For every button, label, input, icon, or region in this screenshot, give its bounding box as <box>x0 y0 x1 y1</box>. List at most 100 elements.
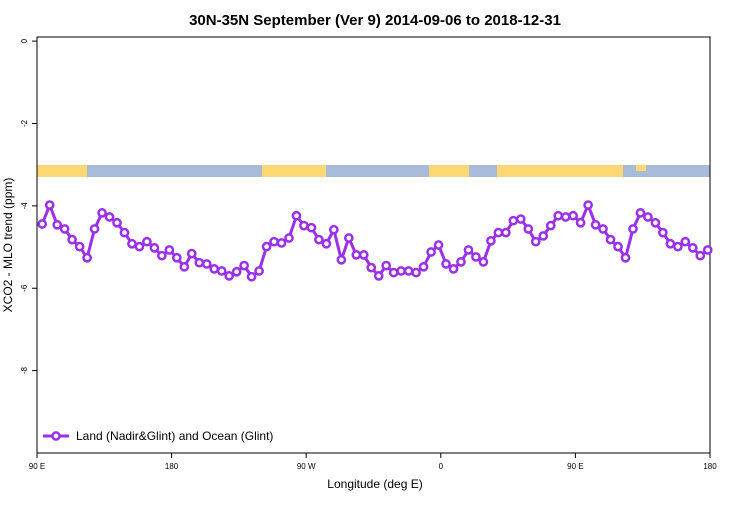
data-point <box>463 245 474 255</box>
data-point <box>343 233 354 243</box>
data-point <box>665 238 676 249</box>
data-point <box>194 257 205 268</box>
data-point <box>224 271 235 281</box>
x-tick-label: 180 <box>165 462 179 471</box>
data-point <box>418 261 429 272</box>
data-point <box>291 210 302 221</box>
data-point <box>373 271 384 281</box>
data-point <box>97 208 107 218</box>
y-tick-label: -4 <box>20 202 29 210</box>
data-point <box>396 266 407 276</box>
data-point <box>478 257 489 267</box>
data-point <box>381 260 392 271</box>
data-point <box>52 219 63 230</box>
data-point <box>433 240 444 250</box>
chart-title: 30N-35N September (Ver 9) 2014-09-06 to … <box>189 12 561 29</box>
data-point <box>142 236 152 247</box>
data-point <box>471 252 481 262</box>
legend-label: Land (Nadir&Glint) and Ocean (Glint) <box>76 429 273 443</box>
y-axis-label: XCO2 - MLO trend (ppm) <box>1 178 15 313</box>
data-point <box>321 238 332 249</box>
data-point <box>672 241 683 252</box>
data-point <box>583 200 593 210</box>
data-point <box>82 252 92 263</box>
data-point <box>284 233 294 243</box>
data-point <box>164 245 175 255</box>
data-point <box>231 266 242 277</box>
data-point <box>59 224 70 234</box>
data-point <box>179 261 190 272</box>
data-point <box>456 257 466 267</box>
data-point <box>448 264 459 274</box>
data-point <box>508 215 519 226</box>
data-point <box>358 250 369 260</box>
data-point <box>134 241 145 252</box>
y-tick-label: 0 <box>20 38 29 43</box>
data-point <box>680 236 691 247</box>
data-point <box>269 236 279 247</box>
data-point <box>306 222 317 233</box>
x-tick-label: 90 E <box>29 462 45 471</box>
data-point <box>695 250 706 261</box>
data-point <box>209 264 220 274</box>
data-point <box>441 259 451 269</box>
data-point <box>104 212 115 222</box>
data-point <box>67 234 77 245</box>
legend-marker <box>51 431 61 441</box>
data-point <box>650 217 661 228</box>
data-point <box>351 250 362 260</box>
data-point <box>171 252 182 263</box>
data-point <box>44 200 55 210</box>
data-point <box>515 214 526 224</box>
data-point <box>157 250 167 261</box>
y-tick-label: -6 <box>20 284 29 292</box>
data-point <box>314 234 324 245</box>
x-tick-label: 90 E <box>567 462 583 471</box>
land-band <box>429 165 469 177</box>
y-tick-label: -2 <box>20 119 29 127</box>
data-point <box>501 227 511 238</box>
data-point <box>74 241 85 252</box>
data-point <box>388 267 399 278</box>
data-point <box>643 212 653 222</box>
data-point <box>329 224 339 235</box>
data-point <box>530 236 541 247</box>
data-point <box>112 217 122 228</box>
data-point <box>239 260 249 271</box>
data-point <box>523 224 534 234</box>
data-point <box>149 243 160 253</box>
data-point <box>635 208 646 218</box>
data-point <box>89 224 100 234</box>
data-point <box>605 234 616 245</box>
data-point <box>216 266 227 276</box>
x-axis-label: Longitude (deg E) <box>327 477 422 491</box>
data-point <box>261 241 272 252</box>
data-point <box>575 217 586 228</box>
data-point <box>186 248 197 259</box>
x-tick-label: 180 <box>703 462 717 471</box>
data-point <box>299 220 309 231</box>
data-point <box>403 266 414 276</box>
data-point <box>119 227 130 238</box>
data-point <box>620 252 631 263</box>
plot-frame <box>36 36 711 454</box>
land-band <box>497 165 623 177</box>
data-point <box>560 212 571 222</box>
data-point <box>598 224 608 234</box>
data-point <box>276 238 287 248</box>
data-point <box>658 227 668 238</box>
data-point <box>201 259 212 269</box>
data-point <box>366 262 377 273</box>
data-point <box>254 266 264 276</box>
data-point <box>568 210 579 221</box>
y-tick-label: -8 <box>20 367 29 375</box>
data-point <box>553 210 564 221</box>
data-point <box>590 219 601 230</box>
x-tick-label: 0 <box>439 462 444 471</box>
data-point <box>336 254 347 265</box>
data-point <box>702 245 713 255</box>
data-point <box>545 220 556 231</box>
data-point <box>127 238 137 249</box>
